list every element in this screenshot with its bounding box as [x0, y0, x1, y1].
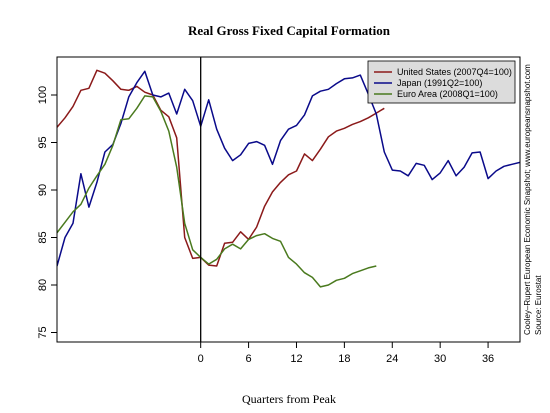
- x-tick-label: 24: [386, 353, 398, 365]
- series-layer: [57, 69, 520, 288]
- x-axis-label: Quarters from Peak: [242, 392, 336, 406]
- y-tick-label: 100: [37, 86, 49, 104]
- chart-title: Real Gross Fixed Capital Formation: [188, 23, 391, 38]
- series-line-2: [57, 70, 520, 267]
- y-tick-label: 95: [37, 136, 49, 148]
- y-axis: 75 80 85 90 95 100: [37, 86, 57, 339]
- series-line-3: [57, 95, 377, 288]
- x-tick-label: 0: [198, 353, 204, 365]
- legend-entry: Japan (1991Q2=100): [397, 78, 482, 88]
- y-tick-label: 75: [37, 326, 49, 338]
- x-tick-label: 12: [290, 353, 302, 365]
- x-tick-label: 18: [338, 353, 350, 365]
- legend: United States (2007Q4=100)Japan (1991Q2=…: [367, 60, 516, 104]
- source-note-snapshot: Cooley–Rupert European Economic Snapshot…: [523, 64, 532, 335]
- source-note-eurostat: Source: Eurostat: [534, 275, 543, 335]
- legend-box: [367, 60, 516, 104]
- series-line-1: [57, 69, 385, 267]
- y-tick-label: 80: [37, 279, 49, 291]
- y-tick-label: 90: [37, 184, 49, 196]
- plot-frame: [56, 56, 521, 343]
- legend-entry: United States (2007Q4=100): [397, 67, 512, 77]
- y-tick-label: 85: [37, 231, 49, 243]
- x-axis: 0 6 12 18 24 30 36: [198, 342, 494, 365]
- x-tick-label: 6: [246, 353, 252, 365]
- x-tick-label: 30: [434, 353, 446, 365]
- x-tick-label: 36: [482, 353, 494, 365]
- legend-entry: Euro Area (2008Q1=100): [397, 89, 498, 99]
